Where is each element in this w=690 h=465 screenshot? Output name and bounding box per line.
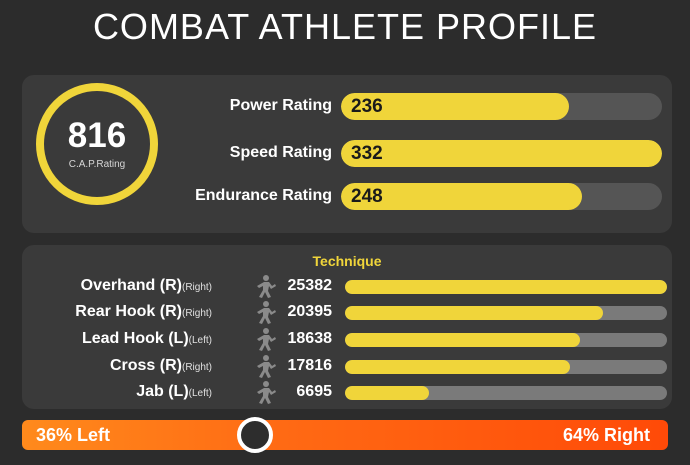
rating-row-endurance: Endurance Rating 248 <box>22 183 672 211</box>
technique-row: Lead Hook (L)(Left) 18638 <box>22 327 672 351</box>
technique-panel: Technique Overhand (R)(Right) 25382 Rear… <box>22 245 672 409</box>
technique-name: Jab (L)(Left) <box>136 383 212 400</box>
technique-bar <box>345 306 667 320</box>
rating-value: 236 <box>351 96 383 117</box>
technique-name: Rear Hook (R)(Right) <box>75 303 212 320</box>
cap-rating-ring: 816 C.A.P.Rating <box>36 83 158 205</box>
rating-bar: 236 <box>341 93 662 120</box>
balance-slider-knob[interactable] <box>236 417 273 453</box>
technique-bar-fill <box>345 280 667 294</box>
fighter-icon <box>257 275 276 298</box>
page-title: COMBAT ATHLETE PROFILE <box>92 6 598 47</box>
technique-row: Jab (L)(Left) 6695 <box>22 380 672 404</box>
technique-bar-fill <box>345 360 571 374</box>
fighter-icon <box>257 328 276 351</box>
rating-value: 248 <box>351 186 383 207</box>
technique-name: Cross (R)(Right) <box>109 357 212 374</box>
rating-label: Power Rating <box>229 97 332 114</box>
technique-count: 20395 <box>287 303 333 320</box>
balance-left-label: 36% Left <box>36 425 111 445</box>
technique-side: (Right) <box>181 362 212 373</box>
technique-name: Overhand (R)(Right) <box>80 277 212 294</box>
rating-value: 332 <box>351 143 383 164</box>
rating-label: Speed Rating <box>229 144 332 161</box>
ratings-panel: 816 C.A.P.Rating Power Rating 236 Speed … <box>22 75 672 233</box>
technique-side: (Left) <box>188 388 212 399</box>
balance-slider[interactable]: 36% Left 64% Right <box>22 417 668 453</box>
technique-bar <box>345 386 667 400</box>
technique-row: Rear Hook (R)(Right) 20395 <box>22 300 672 324</box>
technique-row: Overhand (R)(Right) 25382 <box>22 274 672 298</box>
technique-bar <box>345 360 667 374</box>
rating-row-power: Power Rating 236 <box>22 93 672 121</box>
technique-side: (Left) <box>188 335 212 346</box>
fighter-icon <box>257 381 276 404</box>
technique-side: (Right) <box>181 282 212 293</box>
technique-bar-fill <box>345 306 603 320</box>
technique-side: (Right) <box>181 308 212 319</box>
technique-title: Technique <box>312 253 382 269</box>
technique-count: 6695 <box>296 383 332 400</box>
cap-rating-value: 816 <box>67 116 127 155</box>
rating-bar: 332 <box>341 140 662 167</box>
technique-bar-fill <box>345 333 581 347</box>
technique-count: 25382 <box>287 277 333 294</box>
rating-bar: 248 <box>341 183 662 210</box>
technique-count: 18638 <box>287 330 333 347</box>
rating-label: Endurance Rating <box>195 187 332 204</box>
technique-bar-fill <box>345 386 429 400</box>
rating-bar-fill <box>341 140 662 167</box>
technique-bar <box>345 280 667 294</box>
fighter-icon <box>257 355 276 378</box>
fighter-icon <box>257 301 276 324</box>
technique-row: Cross (R)(Right) 17816 <box>22 354 672 378</box>
rating-bar-fill <box>341 183 582 210</box>
balance-right-label: 64% Right <box>562 425 650 445</box>
rating-bar-fill <box>341 93 569 120</box>
technique-count: 17816 <box>287 357 333 374</box>
technique-name: Lead Hook (L)(Left) <box>81 330 212 347</box>
technique-bar <box>345 333 667 347</box>
rating-row-speed: Speed Rating 332 <box>22 140 672 168</box>
cap-rating-label: C.A.P.Rating <box>68 159 126 170</box>
